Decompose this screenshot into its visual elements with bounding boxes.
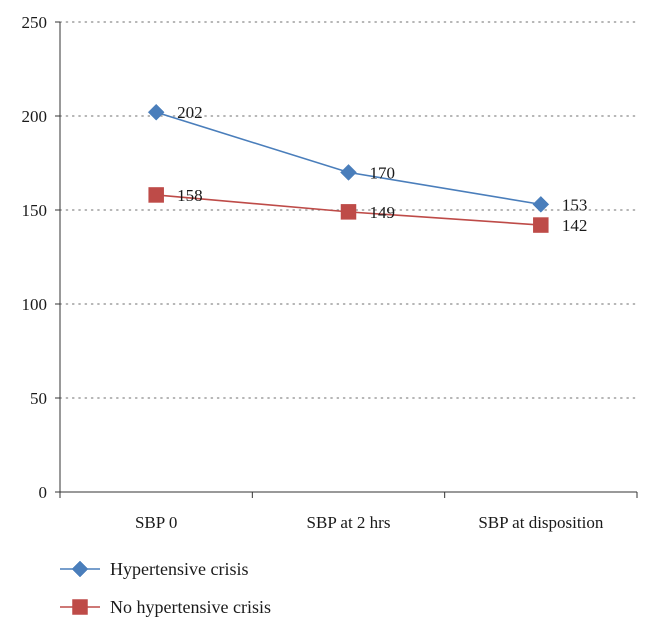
x-axis-ticks: SBP 0 SBP at 2 hrs SBP at disposition	[59, 492, 638, 532]
data-point	[340, 204, 357, 220]
data-label: 149	[370, 203, 396, 222]
axes	[59, 22, 637, 493]
legend: Hypertensive crisis No hypertensive crisi…	[60, 559, 271, 617]
x-tick-label: SBP 0	[135, 513, 177, 532]
legend-label: No hypertensive crisis	[110, 597, 271, 617]
legend-label: Hypertensive crisis	[110, 559, 248, 579]
data-point	[147, 103, 165, 121]
data-label: 158	[177, 186, 203, 205]
y-tick-label: 50	[30, 389, 47, 408]
series-hypertensive-crisis: 202 170 153	[147, 103, 588, 214]
legend-marker	[72, 599, 88, 615]
data-label: 170	[370, 163, 396, 182]
y-tick-label: 0	[39, 483, 48, 502]
x-tick-label: SBP at 2 hrs	[307, 513, 391, 532]
series-layer: 202 170 153 158 149 142	[147, 103, 588, 235]
y-tick-label: 250	[22, 13, 48, 32]
data-point	[533, 217, 549, 233]
data-point	[148, 187, 164, 203]
data-label: 142	[562, 216, 588, 235]
series-no-hypertensive-crisis: 158 149 142	[148, 186, 588, 235]
data-label: 202	[177, 103, 203, 122]
x-tick-label: SBP at disposition	[478, 513, 604, 532]
series-line	[155, 111, 541, 206]
data-label: 153	[562, 195, 588, 214]
legend-item: Hypertensive crisis	[60, 559, 248, 579]
legend-marker	[71, 560, 89, 578]
legend-item: No hypertensive crisis	[60, 597, 271, 617]
y-axis-ticks: 0 50 100 150 200 250	[22, 13, 60, 502]
y-tick-label: 200	[22, 107, 48, 126]
data-point	[532, 196, 550, 213]
data-point	[340, 164, 357, 181]
y-tick-label: 100	[22, 295, 48, 314]
y-tick-label: 150	[22, 201, 48, 220]
